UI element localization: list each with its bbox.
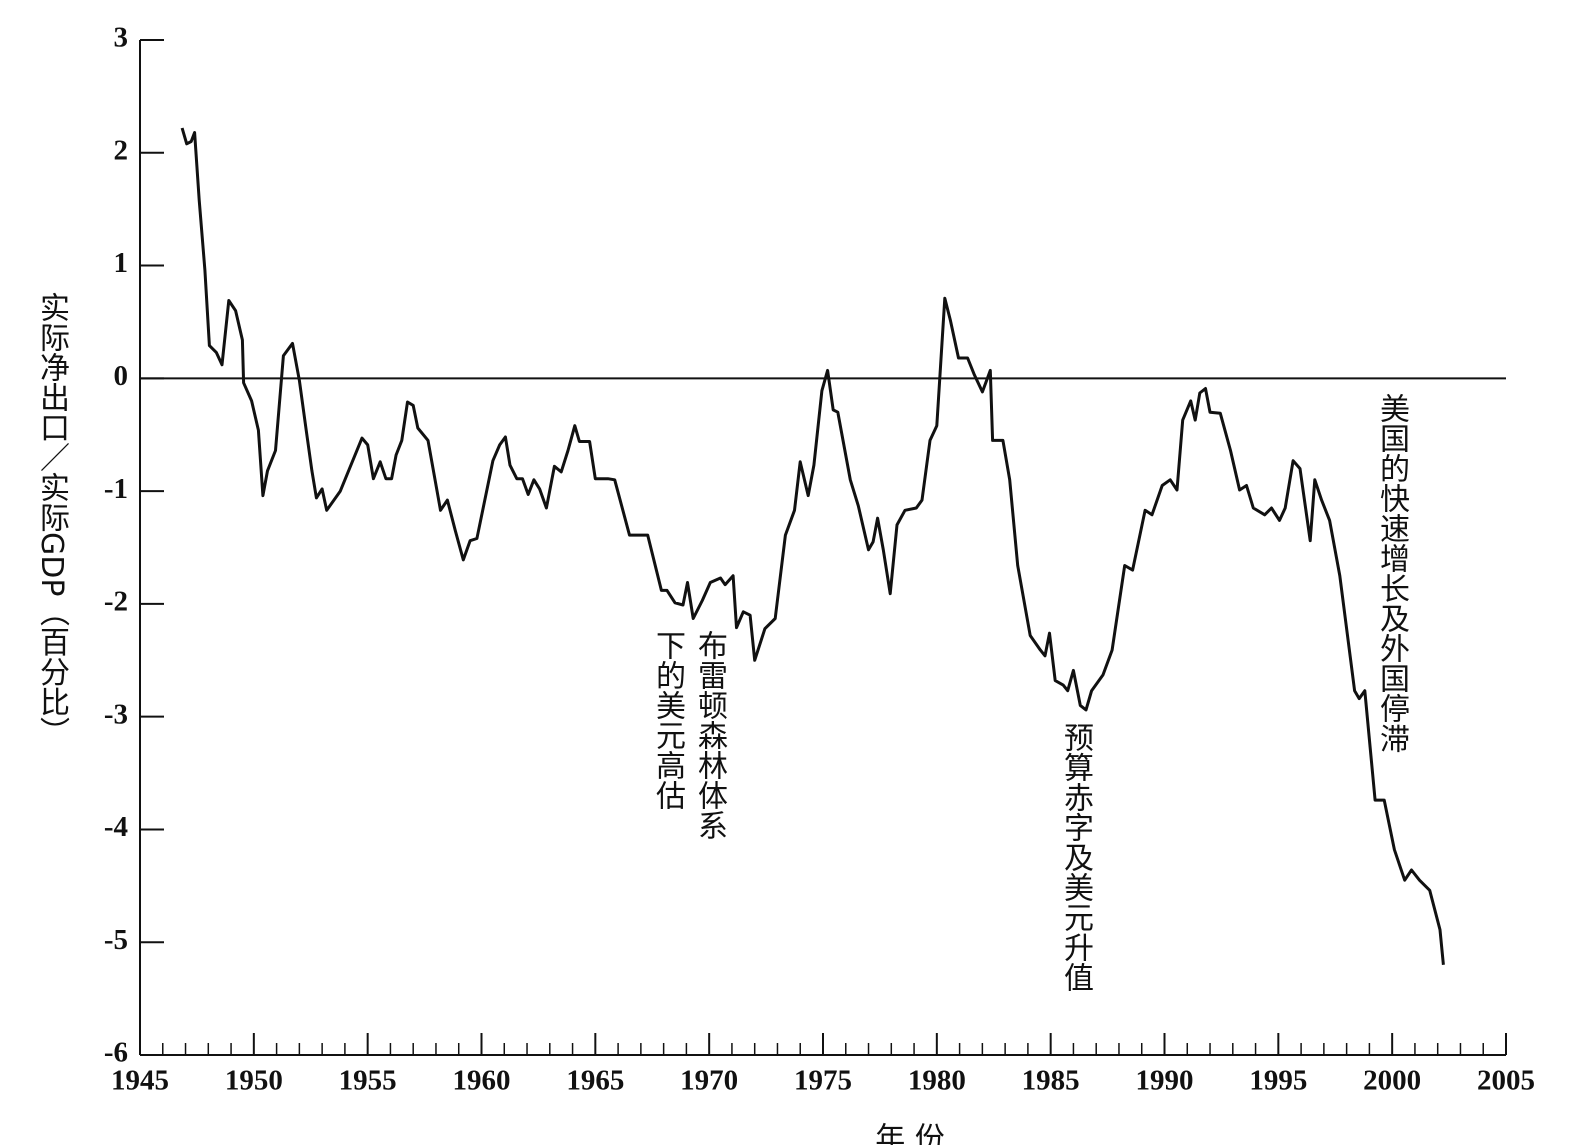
x-tick-label: 1970: [680, 1065, 738, 1097]
y-tick-label: -1: [104, 473, 128, 505]
x-tick-label: 1990: [1136, 1065, 1194, 1097]
y-tick-label: -4: [104, 811, 128, 843]
x-tick-label: 1995: [1249, 1065, 1307, 1097]
y-tick-label: 3: [114, 22, 129, 54]
x-tick-label: 1945: [111, 1065, 169, 1097]
x-tick-label: 1985: [1022, 1065, 1080, 1097]
y-tick-label: -5: [104, 924, 128, 956]
y-tick-label: -2: [104, 586, 128, 618]
annotation: 美国的快速增长及外国停滞: [1374, 393, 1409, 753]
x-tick-label: 2000: [1363, 1065, 1421, 1097]
y-tick-label: -6: [104, 1037, 128, 1069]
x-tick-label: 1975: [794, 1065, 852, 1097]
annotation: 预算赤字及美元升值: [1058, 722, 1093, 992]
annotation: 布雷顿森林体系: [692, 630, 727, 840]
x-tick-label: 2005: [1477, 1065, 1535, 1097]
y-axis-label: 实际净出口／实际GDP（百分比）: [34, 292, 69, 747]
x-tick-label: 1960: [453, 1065, 511, 1097]
y-tick-label: 0: [114, 360, 129, 392]
y-tick-label: 1: [114, 247, 129, 279]
y-tick-label: 2: [114, 134, 129, 166]
x-tick-label: 1950: [225, 1065, 283, 1097]
x-tick-label: 1965: [566, 1065, 624, 1097]
x-tick-label: 1980: [908, 1065, 966, 1097]
data-line: [180, 127, 1445, 965]
annotation: 下的美元高估: [650, 630, 685, 810]
y-tick-label: -3: [104, 698, 128, 730]
x-axis-label: 年 份: [875, 1122, 945, 1145]
x-tick-label: 1955: [339, 1065, 397, 1097]
